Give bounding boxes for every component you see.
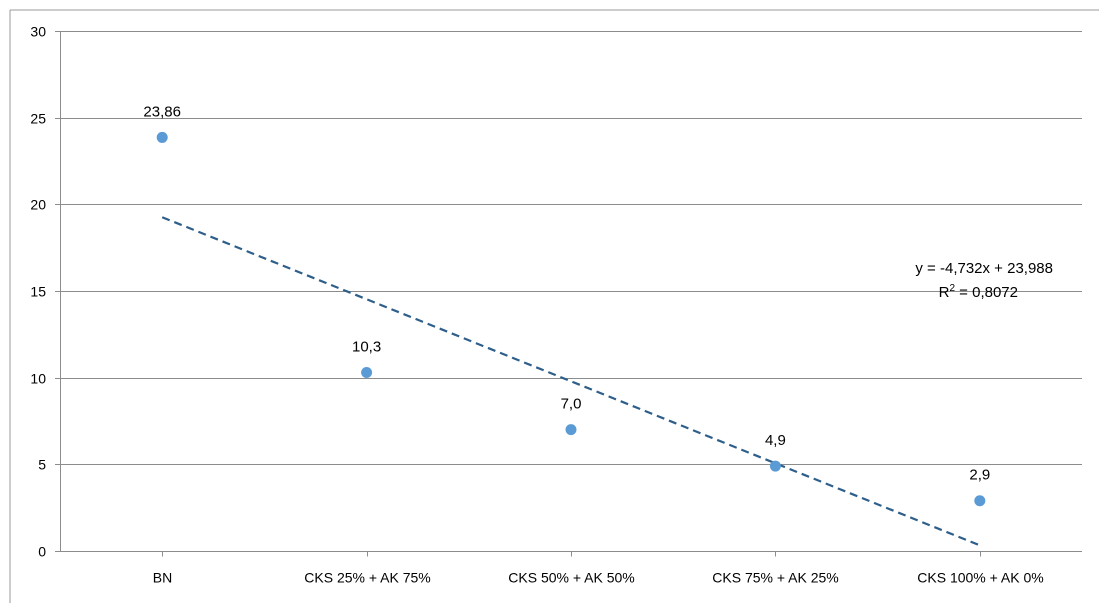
- trendline-r-squared: R2 = 0,8072: [939, 283, 1018, 301]
- x-tick-label: CKS 75% + AK 25%: [712, 570, 838, 586]
- trendline-equation: y = -4,732x + 23,988: [915, 260, 1053, 277]
- data-label: 23,86: [143, 103, 181, 120]
- r-squared-superscript: 2: [949, 283, 955, 294]
- trendline: [161, 216, 981, 547]
- y-tick-label: 30: [30, 24, 46, 40]
- data-label: 2,9: [969, 467, 990, 484]
- data-label: 10,3: [352, 338, 381, 355]
- data-labels: 23,86 10,3 7,0 4,9 2,9: [143, 103, 990, 483]
- trendline-layer: [161, 216, 981, 547]
- axes: 0 5 10 15 20 25 30 BN CKS 25% + AK 75% CKS 50% + …: [9, 9, 1099, 603]
- y-tick-label: 10: [30, 371, 46, 387]
- y-tick-label: 5: [38, 457, 46, 473]
- data-points: [156, 131, 986, 507]
- data-point: [156, 131, 168, 143]
- r-squared-prefix: R: [939, 284, 950, 301]
- data-point: [565, 424, 577, 436]
- y-tick-label: 20: [30, 197, 46, 213]
- data-point: [974, 495, 986, 507]
- gridlines: [60, 31, 1082, 465]
- data-point: [769, 460, 781, 472]
- y-tick-label: 0: [38, 544, 46, 560]
- r-squared-value: = 0,8072: [955, 284, 1018, 301]
- x-tick-label: CKS 25% + AK 75%: [304, 570, 430, 586]
- x-tick-label: CKS 50% + AK 50%: [508, 570, 634, 586]
- data-point: [361, 366, 373, 378]
- data-label: 4,9: [765, 432, 786, 449]
- data-label: 7,0: [561, 396, 582, 413]
- y-tick-label: 15: [30, 284, 46, 300]
- x-tick-label: CKS 100% + AK 0%: [917, 570, 1043, 586]
- x-tick-label: BN: [153, 570, 172, 586]
- y-tick-label: 25: [30, 111, 46, 127]
